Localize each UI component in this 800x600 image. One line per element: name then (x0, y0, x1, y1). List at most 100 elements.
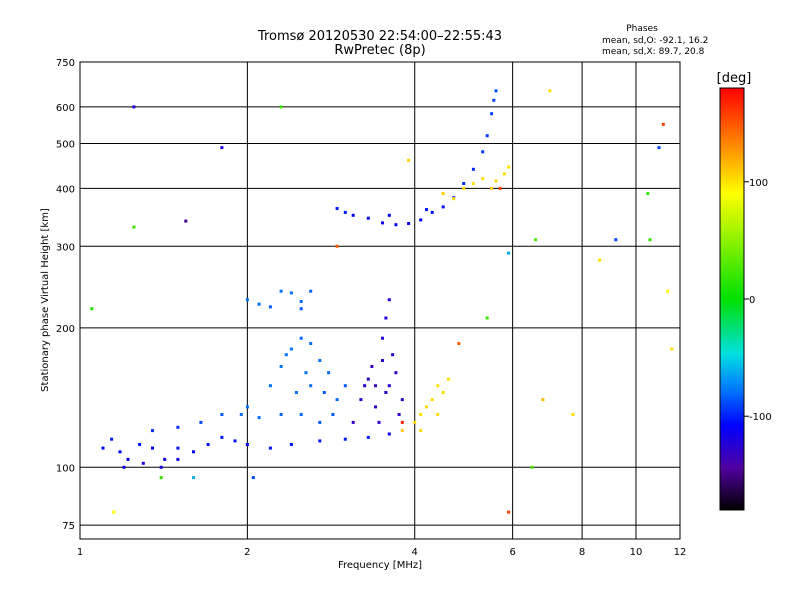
data-point (381, 221, 384, 225)
data-point (299, 413, 303, 416)
data-point (151, 446, 154, 450)
chart-title: Tromsø 20120530 22:54:00–22:55:43 (257, 29, 502, 44)
data-point (430, 210, 434, 214)
data-point (199, 420, 203, 424)
data-point (299, 336, 303, 340)
y-tick-label: 600 (56, 103, 75, 114)
data-point (289, 347, 293, 351)
data-points (90, 89, 674, 514)
data-point (391, 353, 395, 357)
data-point (648, 238, 652, 242)
y-tick-label: 100 (56, 463, 75, 474)
data-point (507, 510, 511, 514)
plot-frame (79, 61, 681, 540)
data-point (452, 197, 456, 201)
data-point (413, 420, 417, 424)
data-point (481, 150, 485, 154)
y-tick-label: 200 (56, 324, 75, 335)
data-point (387, 432, 391, 436)
data-point (279, 413, 283, 416)
data-point (425, 405, 428, 409)
data-point (670, 347, 674, 351)
x-axis-label: Frequency [MHz] (338, 560, 422, 571)
y-tick-label: 500 (56, 140, 75, 151)
data-point (192, 450, 195, 454)
data-point (387, 384, 391, 388)
data-point (257, 416, 261, 420)
data-point (502, 172, 506, 176)
x-tick-labels: 1 2 4 6 8 10 12 (77, 547, 687, 558)
data-point (220, 146, 224, 150)
data-point (294, 391, 298, 394)
data-point (118, 450, 122, 454)
data-point (335, 207, 339, 210)
x-tick-label: 4 (412, 547, 418, 558)
data-point (90, 307, 94, 311)
data-point (436, 413, 440, 416)
data-point (343, 384, 347, 388)
data-point (492, 98, 496, 102)
data-point (299, 307, 303, 311)
data-point (471, 167, 475, 171)
data-point (430, 398, 434, 402)
data-point (646, 192, 650, 195)
data-point (363, 384, 367, 388)
data-point (268, 384, 272, 388)
data-point (494, 89, 498, 93)
data-point (384, 316, 388, 320)
data-point (289, 291, 293, 295)
data-point (122, 465, 126, 469)
data-point (436, 384, 440, 388)
data-point (343, 210, 347, 214)
stats-heading: Phases (626, 24, 658, 34)
data-point (507, 165, 511, 169)
data-point (220, 413, 224, 416)
data-point (176, 446, 180, 450)
data-point (377, 420, 381, 424)
data-point (351, 420, 355, 424)
stats-line-x: mean, sd,X: 89.7, 20.8 (602, 47, 705, 57)
data-point (381, 359, 384, 362)
data-point (309, 342, 313, 345)
stats-line-o: mean, sd,O: -92.1, 16.2 (602, 36, 708, 46)
data-point (284, 353, 288, 357)
data-point (343, 437, 347, 441)
data-point (318, 359, 322, 362)
data-point (534, 238, 538, 242)
data-point (159, 465, 163, 469)
data-point (407, 222, 411, 225)
data-point (400, 429, 404, 433)
data-point (498, 186, 502, 190)
data-point (366, 435, 370, 439)
data-point (425, 208, 428, 212)
data-point (138, 443, 142, 446)
data-point (441, 205, 445, 209)
data-point (657, 146, 661, 150)
data-point (112, 510, 116, 514)
colorbar-ticks: 100 0 -100 (744, 178, 772, 423)
y-tick-labels: 75 100 200 300 400 500 600 750 (56, 58, 75, 532)
data-point (481, 177, 485, 181)
data-point (494, 179, 498, 183)
grid-lines (80, 62, 680, 539)
colorbar-tick-label: 0 (749, 295, 755, 306)
data-point (279, 365, 283, 368)
data-point (110, 437, 114, 441)
data-point (541, 398, 545, 402)
data-point (279, 105, 283, 109)
data-point (176, 425, 180, 429)
colorbar-tick-label: 100 (749, 178, 768, 189)
data-point (289, 443, 293, 446)
data-point (184, 219, 188, 223)
data-point (331, 413, 335, 416)
x-tick-label: 6 (509, 547, 515, 558)
data-point (279, 289, 283, 293)
data-point (299, 300, 303, 303)
data-point (441, 192, 445, 195)
data-point (245, 298, 249, 302)
x-tick-label: 10 (630, 547, 643, 558)
data-point (400, 398, 404, 402)
x-tick-label: 8 (579, 547, 585, 558)
data-point (141, 461, 145, 465)
data-point (366, 216, 370, 220)
